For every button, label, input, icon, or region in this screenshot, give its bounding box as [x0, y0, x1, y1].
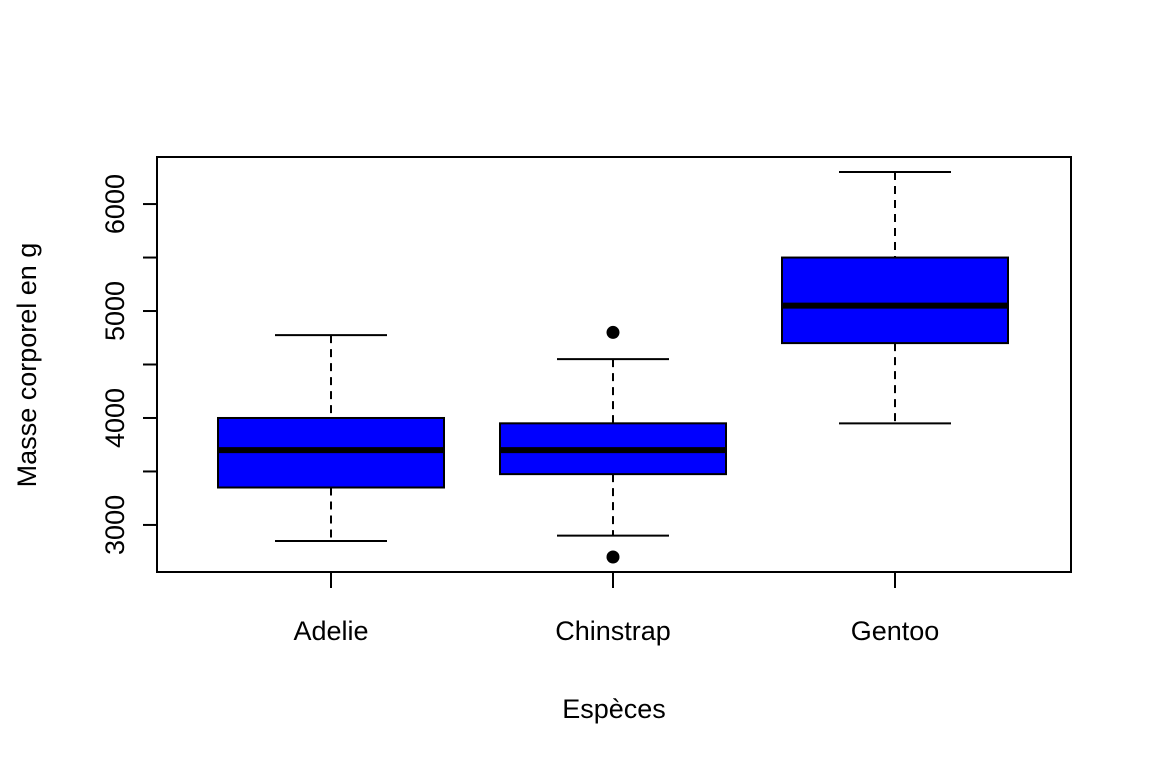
y-tick-label: 6000 — [100, 174, 130, 234]
boxes-layer — [217, 170, 1009, 564]
outlier-point-chinstrap — [606, 325, 620, 339]
y-tick-label: 3000 — [100, 495, 130, 555]
y-tick-label: 4000 — [100, 388, 130, 448]
outlier-point-chinstrap — [606, 550, 620, 564]
y-axis: 3000 4000 5000 6000 — [100, 174, 158, 555]
x-tick-label: Gentoo — [851, 616, 940, 646]
x-axis-title: Espèces — [562, 694, 666, 724]
x-tick-label: Adelie — [293, 616, 368, 646]
box-gentoo — [781, 256, 1009, 345]
x-axis: Adelie Chinstrap Gentoo — [293, 572, 939, 646]
y-axis-title: Masse corporel en g — [12, 243, 42, 488]
x-tick-label: Chinstrap — [555, 616, 671, 646]
y-tick-label: 5000 — [100, 281, 130, 341]
